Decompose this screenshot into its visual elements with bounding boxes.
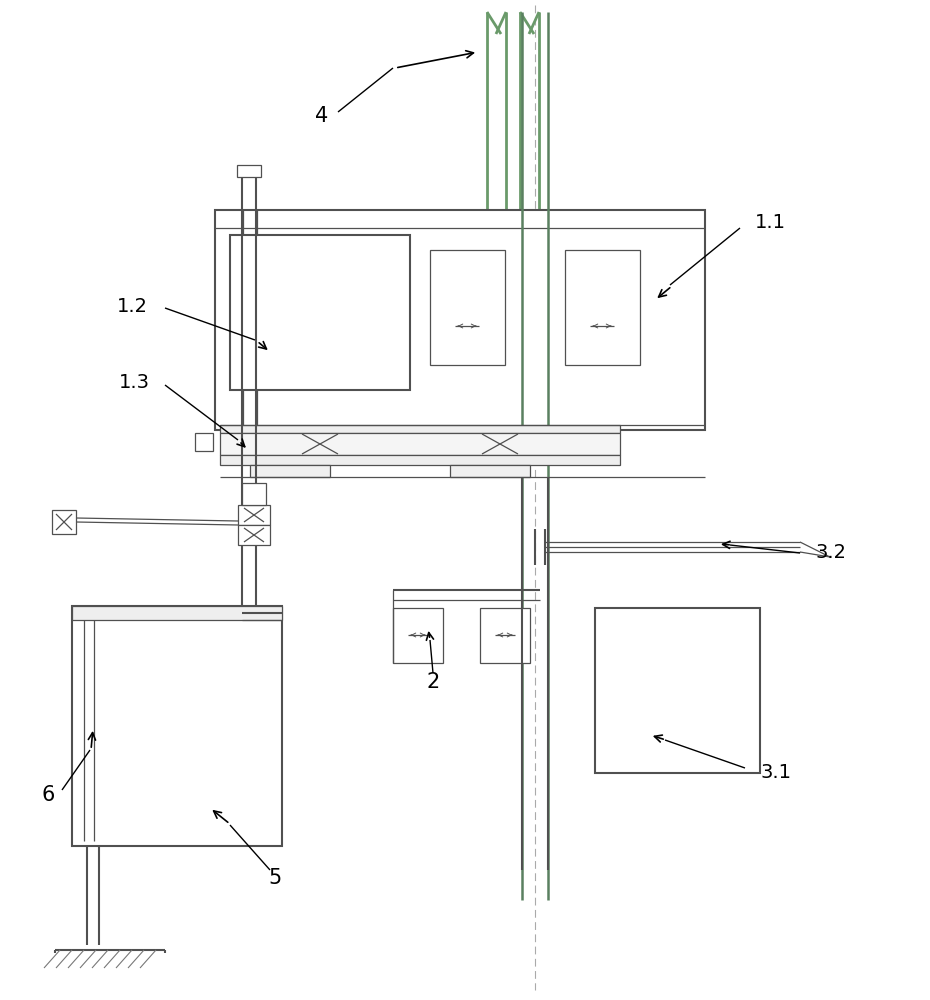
Bar: [52, 510, 76, 534]
Bar: [220, 455, 620, 465]
Text: 5: 5: [269, 868, 282, 888]
Text: 1.3: 1.3: [119, 372, 150, 391]
Bar: [565, 250, 640, 365]
Bar: [250, 465, 330, 477]
Text: 4: 4: [315, 106, 328, 126]
Bar: [230, 235, 410, 390]
Text: 3.2: 3.2: [815, 542, 846, 562]
Text: 6: 6: [41, 785, 55, 805]
Text: 1.1: 1.1: [755, 213, 786, 232]
Bar: [595, 608, 760, 773]
Bar: [237, 165, 261, 177]
Bar: [220, 433, 620, 455]
Bar: [393, 608, 443, 663]
Text: 1.2: 1.2: [117, 296, 148, 316]
Text: 2: 2: [426, 672, 440, 692]
Bar: [72, 606, 282, 846]
Bar: [430, 250, 505, 365]
Bar: [72, 606, 282, 620]
Bar: [195, 433, 213, 451]
Bar: [450, 465, 530, 477]
Bar: [480, 608, 530, 663]
Bar: [220, 425, 620, 433]
Bar: [238, 525, 270, 545]
Bar: [215, 210, 705, 430]
Bar: [238, 505, 270, 525]
Text: 3.1: 3.1: [760, 762, 791, 782]
Bar: [242, 483, 266, 505]
